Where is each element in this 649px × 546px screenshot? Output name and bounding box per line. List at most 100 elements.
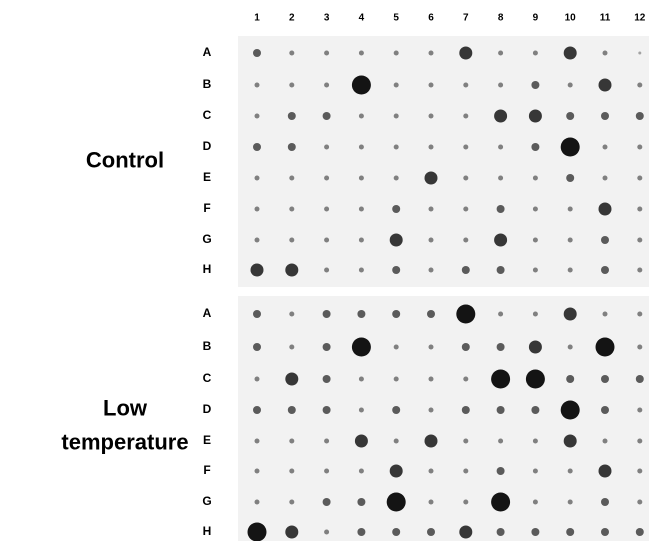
spot xyxy=(533,469,538,474)
spot xyxy=(359,238,364,243)
spot xyxy=(352,338,371,357)
row-label: A xyxy=(203,306,212,320)
spot xyxy=(463,145,468,150)
spot xyxy=(324,145,329,150)
panel-label: Low xyxy=(103,395,148,420)
spot xyxy=(498,176,503,181)
spot xyxy=(289,345,294,350)
spot xyxy=(253,49,261,57)
spot xyxy=(429,408,434,413)
row-label: D xyxy=(203,402,212,416)
spot xyxy=(564,435,577,448)
spot xyxy=(531,528,539,536)
spot xyxy=(255,238,260,243)
spot xyxy=(253,143,261,151)
spot xyxy=(392,406,400,414)
spot xyxy=(289,83,294,88)
spot xyxy=(285,264,298,277)
spot xyxy=(427,310,435,318)
spot xyxy=(288,143,296,151)
spot xyxy=(637,469,642,474)
spot xyxy=(357,528,365,536)
spot xyxy=(533,176,538,181)
spot xyxy=(429,114,434,119)
spot xyxy=(429,345,434,350)
spot xyxy=(253,406,261,414)
spot xyxy=(429,377,434,382)
spot xyxy=(359,408,364,413)
spot xyxy=(636,375,644,383)
spot xyxy=(566,528,574,536)
spot xyxy=(394,51,399,56)
spot xyxy=(359,377,364,382)
spot xyxy=(289,176,294,181)
spot xyxy=(568,238,573,243)
spot xyxy=(394,439,399,444)
spot xyxy=(601,236,609,244)
spot xyxy=(359,114,364,119)
row-label: G xyxy=(202,494,211,508)
spot xyxy=(601,375,609,383)
spot xyxy=(390,465,403,478)
spot xyxy=(603,51,608,56)
spot xyxy=(323,498,331,506)
spot xyxy=(255,500,260,505)
spot xyxy=(324,176,329,181)
spot xyxy=(255,83,260,88)
spot xyxy=(568,345,573,350)
spot xyxy=(288,406,296,414)
spot xyxy=(394,114,399,119)
row-label: H xyxy=(203,262,212,276)
spot xyxy=(463,439,468,444)
spot xyxy=(289,312,294,317)
blot-membrane xyxy=(238,36,649,287)
spot xyxy=(533,439,538,444)
spot xyxy=(599,465,612,478)
spot xyxy=(637,207,642,212)
spot xyxy=(463,207,468,212)
spot xyxy=(566,174,574,182)
row-label: G xyxy=(202,232,211,246)
spot xyxy=(497,266,505,274)
spot xyxy=(637,500,642,505)
spot xyxy=(637,439,642,444)
column-label: 4 xyxy=(359,13,365,24)
spot xyxy=(568,268,573,273)
spot xyxy=(255,377,260,382)
spot xyxy=(253,343,261,351)
spot xyxy=(456,305,475,324)
column-label: 1 xyxy=(254,13,260,24)
spot xyxy=(561,138,580,157)
spot xyxy=(463,114,468,119)
spot xyxy=(497,205,505,213)
row-label: A xyxy=(203,45,212,59)
spot xyxy=(462,343,470,351)
spot xyxy=(359,51,364,56)
spot xyxy=(324,207,329,212)
column-label: 12 xyxy=(634,13,646,24)
spot xyxy=(285,526,298,539)
column-label: 9 xyxy=(533,13,539,24)
spot xyxy=(390,234,403,247)
spot xyxy=(255,176,260,181)
spot xyxy=(498,439,503,444)
spot xyxy=(425,435,438,448)
spot xyxy=(324,439,329,444)
spot xyxy=(603,312,608,317)
spot xyxy=(533,207,538,212)
spot xyxy=(533,268,538,273)
spot xyxy=(463,377,468,382)
row-label: B xyxy=(203,339,212,353)
spot xyxy=(498,312,503,317)
spot xyxy=(355,435,368,448)
spot xyxy=(497,343,505,351)
spot xyxy=(255,207,260,212)
spot xyxy=(394,377,399,382)
spot xyxy=(253,310,261,318)
spot xyxy=(323,406,331,414)
spot xyxy=(463,83,468,88)
spot xyxy=(248,523,267,542)
spot xyxy=(529,341,542,354)
spot xyxy=(459,47,472,60)
spot xyxy=(429,145,434,150)
